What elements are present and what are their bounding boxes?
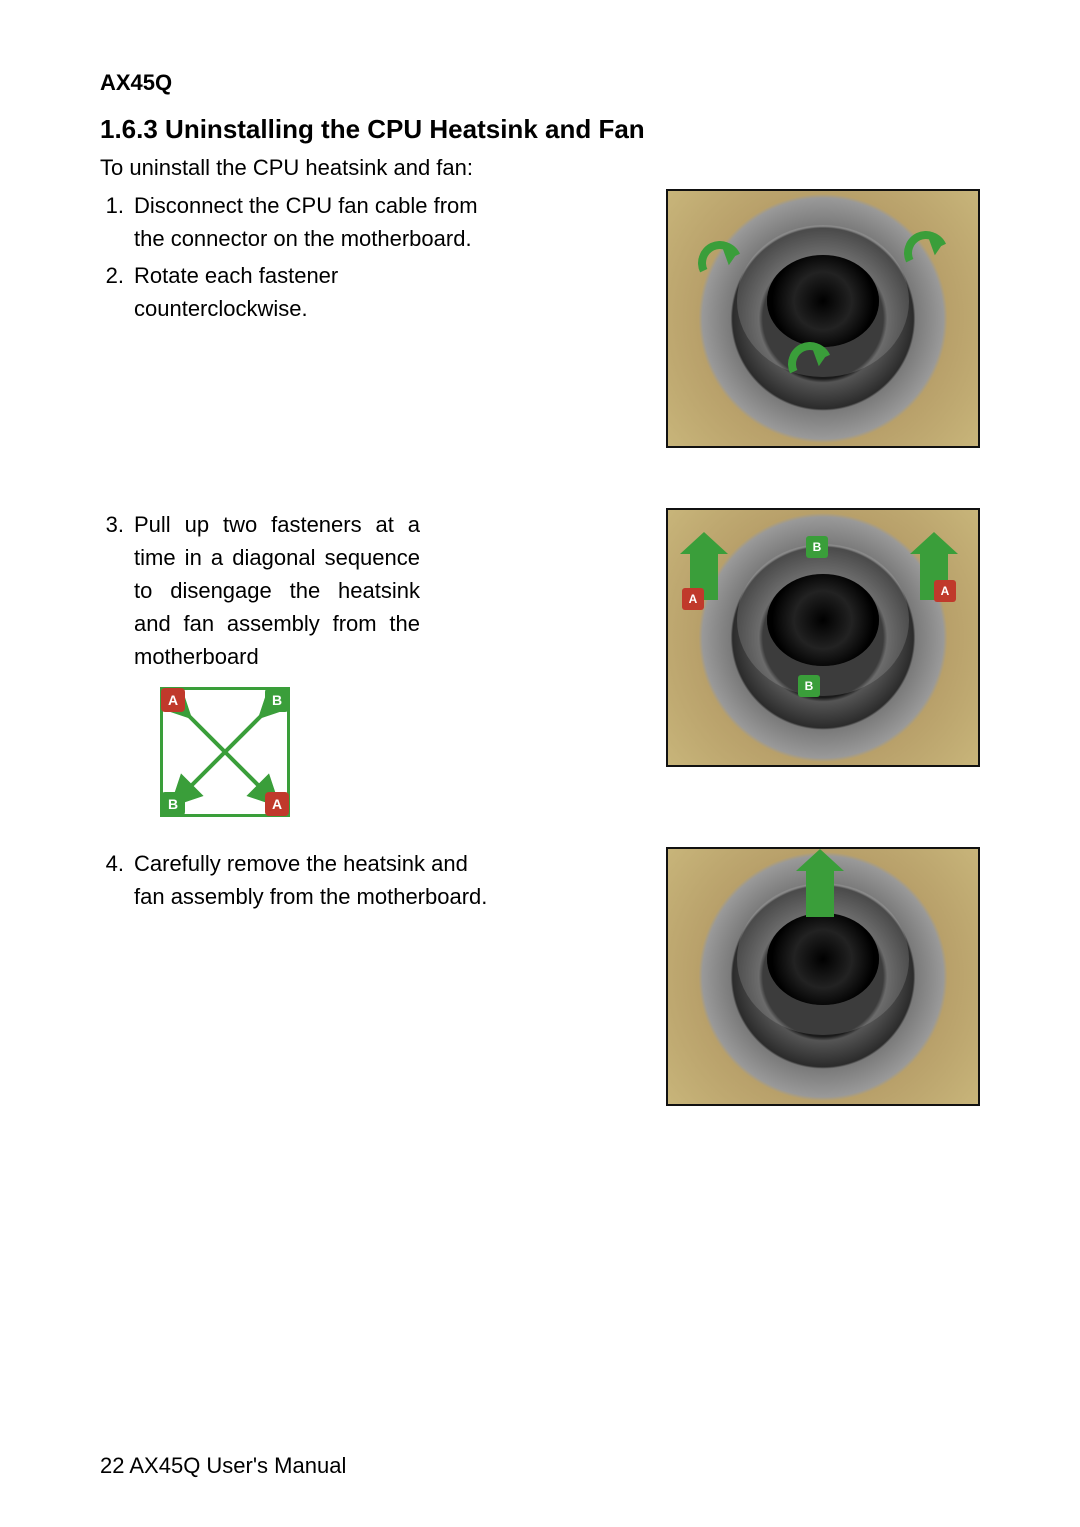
step-1: 1. Disconnect the CPU fan cable from the…	[100, 189, 500, 255]
figure-remove-heatsink	[666, 847, 980, 1106]
diagram-label-tr: B	[265, 688, 289, 712]
row-step-3: 3. Pull up two fasteners at a time in a …	[100, 508, 980, 817]
photo-label-tl: A	[682, 588, 704, 610]
figure-pull-fasteners: A A B B	[666, 508, 980, 767]
intro-text: To uninstall the CPU heatsink and fan:	[100, 155, 980, 181]
diagonal-sequence-diagram: A B B A	[160, 687, 290, 817]
step-text: Carefully remove the heatsink and fan as…	[134, 847, 500, 913]
step-text: Disconnect the CPU fan cable from the co…	[134, 189, 500, 255]
step-4: 4. Carefully remove the heatsink and fan…	[100, 847, 500, 913]
step-text: Rotate each fastener counterclockwise.	[134, 259, 500, 325]
step-3: 3. Pull up two fasteners at a time in a …	[100, 508, 420, 673]
step-num: 1.	[100, 189, 134, 255]
diagram-label-bl: B	[161, 792, 185, 816]
diagram-label-tl: A	[161, 688, 185, 712]
page-footer: 22 AX45Q User's Manual	[100, 1453, 346, 1479]
row-steps-1-2: 1. Disconnect the CPU fan cable from the…	[100, 189, 980, 448]
figure-rotate-fasteners	[666, 189, 980, 448]
step-2: 2. Rotate each fastener counterclockwise…	[100, 259, 500, 325]
photo-label-tc: B	[806, 536, 828, 558]
step-text: Pull up two fasteners at a time in a dia…	[134, 508, 420, 673]
photo-label-bc: B	[798, 675, 820, 697]
step-num: 4.	[100, 847, 134, 913]
photo-label-tr: A	[934, 580, 956, 602]
row-step-4: 4. Carefully remove the heatsink and fan…	[100, 847, 980, 1106]
step-num: 2.	[100, 259, 134, 325]
product-label: AX45Q	[100, 70, 980, 96]
section-title: 1.6.3 Uninstalling the CPU Heatsink and …	[100, 114, 980, 145]
step-num: 3.	[100, 508, 134, 673]
diagram-label-br: A	[265, 792, 289, 816]
